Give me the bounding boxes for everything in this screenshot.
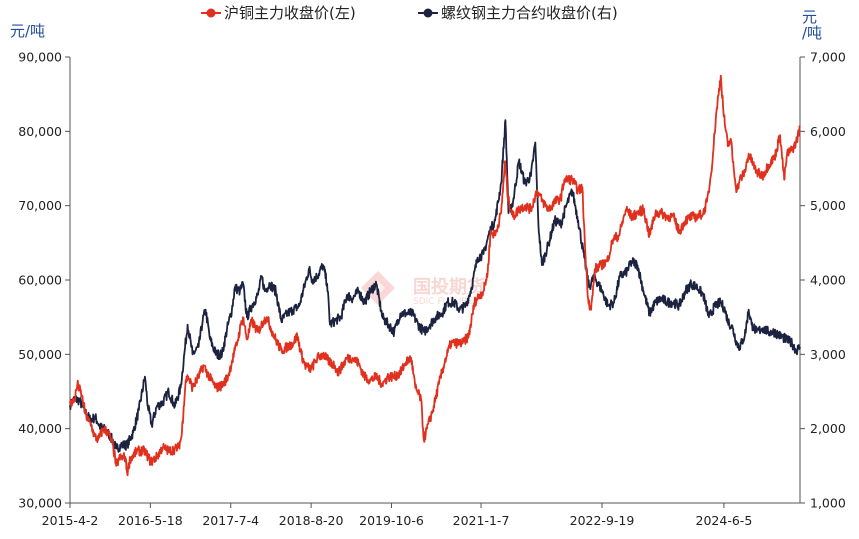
legend-marker-rebar — [423, 8, 433, 18]
x-tick-label: 2015-4-2 — [42, 513, 99, 528]
right-tick-label: 7,000 — [810, 50, 846, 65]
left-tick-label: 60,000 — [18, 273, 62, 288]
x-tick-label: 2019-10-6 — [359, 513, 424, 528]
right-tick-label: 1,000 — [810, 496, 846, 511]
x-tick-label: 2024-6-5 — [696, 513, 753, 528]
watermark-title: 国投期货 — [413, 276, 485, 298]
right-tick-label: 4,000 — [810, 273, 846, 288]
x-tick-label: 2016-5-18 — [118, 513, 183, 528]
x-tick-label: 2021-1-7 — [453, 513, 510, 528]
x-tick-label: 2022-9-19 — [570, 513, 635, 528]
left-tick-label: 50,000 — [18, 347, 62, 362]
right-axis-ticks: 7,000 6,000 5,000 4,000 3,000 2,000 1,000 — [800, 50, 846, 511]
series-line-rebar — [69, 119, 801, 453]
legend-label-copper: 沪铜主力收盘价(左) — [224, 4, 356, 22]
right-tick-label: 5,000 — [810, 198, 846, 213]
series-layer — [69, 74, 801, 477]
x-tick-label: 2018-8-20 — [279, 513, 344, 528]
legend-entry-rebar: 螺纹钢主力合约收盘价(右) — [418, 4, 618, 22]
legend: 沪铜主力收盘价(左) 螺纹钢主力合约收盘价(右) — [201, 4, 618, 22]
right-axis-unit-bottom: /吨 — [802, 24, 822, 42]
left-axis-ticks: 90,000 80,000 70,000 60,000 50,000 40,000 30,0… — [18, 50, 70, 511]
right-tick-label: 3,000 — [810, 347, 846, 362]
series-line-copper — [69, 74, 801, 477]
left-tick-label: 90,000 — [18, 50, 62, 65]
left-tick-label: 30,000 — [18, 496, 62, 511]
right-tick-label: 2,000 — [810, 421, 846, 436]
left-tick-label: 70,000 — [18, 198, 62, 213]
left-axis-unit: 元/吨 — [10, 22, 45, 40]
left-tick-label: 80,000 — [18, 124, 62, 139]
legend-marker-copper — [206, 8, 216, 18]
x-tick-label: 2017-7-4 — [202, 513, 259, 528]
left-tick-label: 40,000 — [18, 421, 62, 436]
x-axis-ticks: 2015-4-2 2016-5-18 2017-7-4 2018-8-20 2019-1… — [42, 503, 753, 528]
legend-label-rebar: 螺纹钢主力合约收盘价(右) — [441, 4, 618, 22]
right-axis-unit-top: 元 — [802, 8, 817, 26]
right-tick-label: 6,000 — [810, 124, 846, 139]
legend-entry-copper: 沪铜主力收盘价(左) — [201, 4, 356, 22]
